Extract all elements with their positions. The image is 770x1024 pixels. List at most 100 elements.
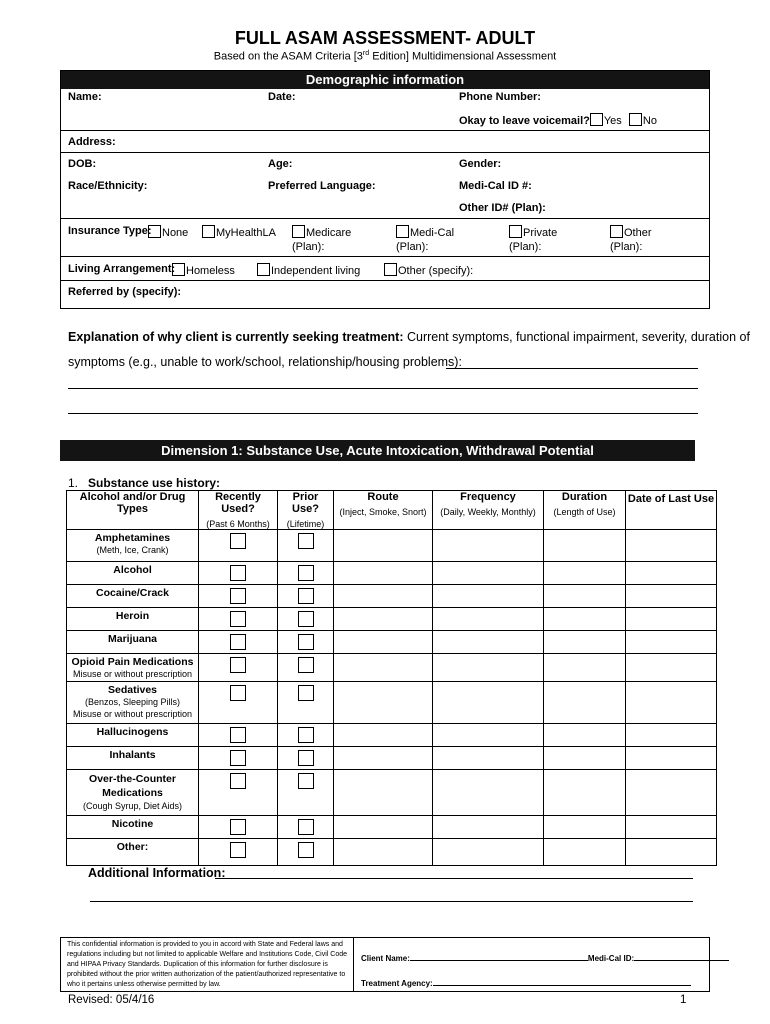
insurance-private[interactable]: Private (Plan):: [509, 225, 557, 254]
route-input[interactable]: [333, 529, 433, 562]
duration-input[interactable]: [543, 723, 626, 747]
date-last-use-input[interactable]: [625, 815, 717, 839]
yes-checkbox[interactable]: [589, 113, 603, 126]
additional-info-input-line2[interactable]: [90, 901, 693, 902]
checkbox[interactable]: [148, 225, 161, 238]
explanation-input-line2[interactable]: [68, 388, 698, 389]
date-last-use-input[interactable]: [625, 769, 717, 816]
prior-use-checkbox[interactable]: [297, 588, 314, 604]
checkbox[interactable]: [396, 225, 409, 238]
prior-use-checkbox[interactable]: [297, 565, 314, 581]
recently-used-checkbox[interactable]: [230, 727, 246, 743]
date-last-use-input[interactable]: [625, 529, 717, 562]
duration-input[interactable]: [543, 584, 626, 608]
checkbox[interactable]: [384, 263, 397, 276]
route-input[interactable]: [333, 584, 433, 608]
date-last-use-input[interactable]: [625, 681, 717, 724]
frequency-input[interactable]: [432, 529, 544, 562]
living-independent[interactable]: Independent living: [257, 263, 360, 277]
checkbox[interactable]: [292, 225, 305, 238]
medi-cal-id-field[interactable]: Medi-Cal ID #:: [459, 180, 532, 192]
route-input[interactable]: [333, 607, 433, 631]
prior-use-checkbox[interactable]: [297, 634, 314, 650]
frequency-input[interactable]: [432, 723, 544, 747]
duration-input[interactable]: [543, 607, 626, 631]
date-last-use-input[interactable]: [625, 561, 717, 585]
date-last-use-input[interactable]: [625, 630, 717, 654]
frequency-input[interactable]: [432, 769, 544, 816]
phone-field[interactable]: Phone Number:: [459, 91, 541, 103]
checkbox[interactable]: [509, 225, 522, 238]
recently-used-checkbox[interactable]: [230, 657, 246, 673]
additional-info-input[interactable]: [215, 878, 693, 879]
prior-use-checkbox[interactable]: [297, 819, 314, 835]
race-field[interactable]: Race/Ethnicity:: [68, 180, 148, 192]
explanation-input[interactable]: [446, 368, 698, 369]
prior-use-checkbox[interactable]: [297, 685, 314, 701]
living-other[interactable]: Other (specify):: [384, 263, 473, 277]
route-input[interactable]: [333, 838, 433, 866]
date-last-use-input[interactable]: [625, 584, 717, 608]
frequency-input[interactable]: [432, 561, 544, 585]
prior-use-checkbox[interactable]: [297, 842, 314, 858]
duration-input[interactable]: [543, 630, 626, 654]
route-input[interactable]: [333, 630, 433, 654]
plan-field[interactable]: (Plan):: [292, 241, 325, 253]
frequency-input[interactable]: [432, 815, 544, 839]
recently-used-checkbox[interactable]: [230, 565, 246, 581]
frequency-input[interactable]: [432, 681, 544, 724]
duration-input[interactable]: [543, 815, 626, 839]
gender-field[interactable]: Gender:: [459, 158, 502, 170]
insurance-myhealthla[interactable]: MyHealthLA: [202, 225, 276, 239]
route-input[interactable]: [333, 681, 433, 724]
duration-input[interactable]: [543, 769, 626, 816]
name-field[interactable]: Name:: [68, 91, 102, 103]
frequency-input[interactable]: [432, 653, 544, 682]
date-last-use-input[interactable]: [625, 838, 717, 866]
duration-input[interactable]: [543, 838, 626, 866]
recently-used-checkbox[interactable]: [230, 819, 246, 835]
insurance-other[interactable]: Other (Plan):: [610, 225, 652, 254]
recently-used-checkbox[interactable]: [230, 611, 246, 627]
checkbox[interactable]: [172, 263, 185, 276]
recently-used-checkbox[interactable]: [230, 750, 246, 766]
duration-input[interactable]: [543, 746, 626, 770]
date-last-use-input[interactable]: [625, 653, 717, 682]
prior-use-checkbox[interactable]: [297, 773, 314, 789]
route-input[interactable]: [333, 769, 433, 816]
recently-used-checkbox[interactable]: [230, 842, 246, 858]
recently-used-checkbox[interactable]: [230, 685, 246, 701]
language-field[interactable]: Preferred Language:: [268, 180, 376, 192]
treatment-agency-field[interactable]: Treatment Agency:: [361, 979, 691, 988]
date-field[interactable]: Date:: [268, 91, 296, 103]
recently-used-checkbox[interactable]: [230, 533, 246, 549]
frequency-input[interactable]: [432, 746, 544, 770]
route-input[interactable]: [333, 746, 433, 770]
duration-input[interactable]: [543, 561, 626, 585]
frequency-input[interactable]: [432, 630, 544, 654]
frequency-input[interactable]: [432, 838, 544, 866]
prior-use-checkbox[interactable]: [297, 750, 314, 766]
frequency-input[interactable]: [432, 584, 544, 608]
recently-used-checkbox[interactable]: [230, 588, 246, 604]
checkbox[interactable]: [202, 225, 215, 238]
age-field[interactable]: Age:: [268, 158, 293, 170]
referred-field[interactable]: Referred by (specify):: [68, 286, 182, 298]
insurance-medicare[interactable]: Medicare (Plan):: [292, 225, 351, 254]
dob-field[interactable]: DOB:: [68, 158, 97, 170]
route-input[interactable]: [333, 561, 433, 585]
client-name-field[interactable]: Client Name: Medi-Cal ID:: [361, 954, 730, 963]
plan-field[interactable]: (Plan):: [610, 241, 643, 253]
plan-field[interactable]: (Plan):: [396, 241, 429, 253]
duration-input[interactable]: [543, 681, 626, 724]
date-last-use-input[interactable]: [625, 746, 717, 770]
prior-use-checkbox[interactable]: [297, 611, 314, 627]
living-homeless[interactable]: Homeless: [172, 263, 235, 277]
route-input[interactable]: [333, 723, 433, 747]
prior-use-checkbox[interactable]: [297, 727, 314, 743]
duration-input[interactable]: [543, 529, 626, 562]
address-field[interactable]: Address:: [68, 136, 116, 148]
date-last-use-input[interactable]: [625, 723, 717, 747]
prior-use-checkbox[interactable]: [297, 533, 314, 549]
prior-use-checkbox[interactable]: [297, 657, 314, 673]
